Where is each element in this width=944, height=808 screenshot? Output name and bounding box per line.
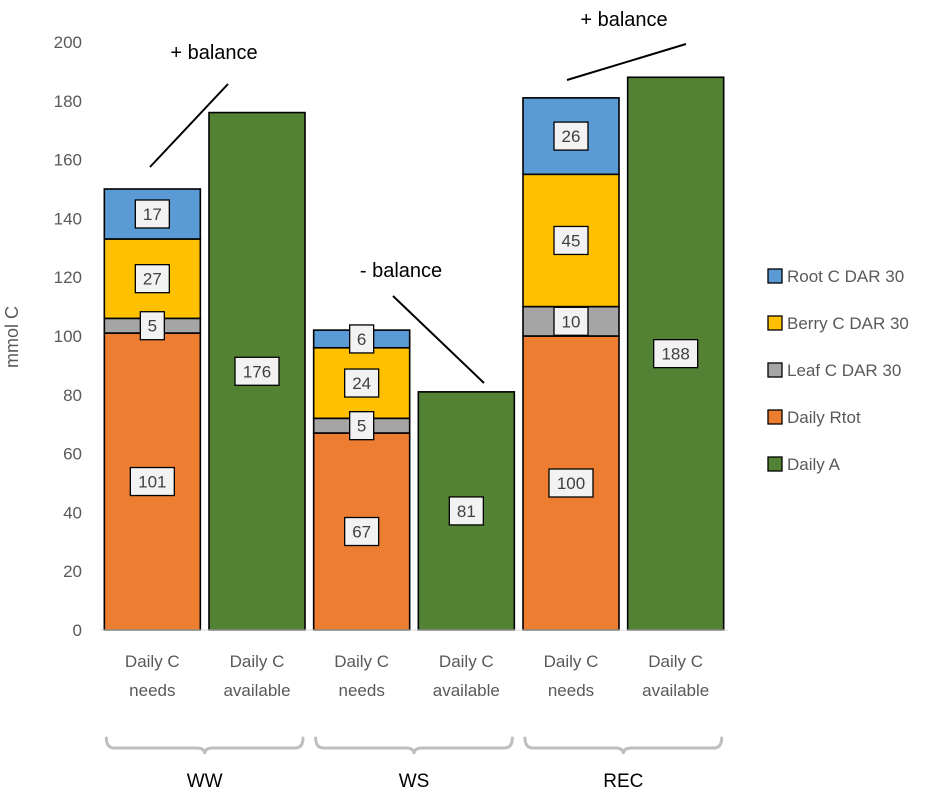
data-label: 27 [143, 270, 162, 289]
data-label: 17 [143, 205, 162, 224]
data-label-box [553, 225, 589, 256]
x-axis-category-labels: Daily C needs Daily C available Daily C needs… [125, 652, 709, 700]
data-label: 5 [357, 417, 366, 436]
bars: 101 5 27 17 176 67 5 24 6 81 100 10 45 26 188 [103, 76, 725, 631]
data-label: 101 [138, 473, 166, 492]
legend-label: Leaf C DAR 30 [787, 361, 901, 380]
data-label: 188 [661, 345, 689, 364]
y-tick-label: 100 [54, 327, 82, 346]
data-label: 10 [562, 312, 581, 331]
y-tick-label: 0 [73, 621, 82, 640]
category-label-line1: Daily C [648, 652, 703, 671]
balance-annotation: - balance [360, 260, 442, 282]
data-label-box [553, 121, 589, 151]
data-label: 26 [562, 127, 581, 146]
group-label: WS [399, 771, 430, 792]
data-label-box [344, 516, 380, 547]
annotation-line [392, 295, 485, 384]
category-label-line2: needs [129, 681, 175, 700]
category-label-line1: Daily C [334, 652, 389, 671]
y-tick-label: 160 [54, 151, 82, 170]
category-label-line2: available [642, 681, 709, 700]
data-label-box [134, 264, 170, 294]
legend-swatch [767, 315, 783, 331]
group-brackets: WW WS REC [104, 736, 724, 792]
category-label-line1: Daily C [125, 652, 180, 671]
y-axis-title: mmol C [2, 306, 22, 368]
data-label-box [448, 496, 484, 526]
category-label-line2: available [433, 681, 500, 700]
y-tick-label: 80 [63, 386, 82, 405]
legend: Root C DAR 30 Berry C DAR 30 Leaf C DAR 30… [767, 267, 909, 474]
legend-label: Daily Rtot [787, 408, 861, 427]
category-label-line1: Daily C [439, 652, 494, 671]
group-label: WW [187, 771, 223, 792]
data-label: 6 [357, 330, 366, 349]
data-label-box [653, 338, 699, 369]
y-tick-label: 140 [54, 209, 82, 228]
y-axis: 0 20 40 60 80 100 120 140 160 180 200 [54, 33, 82, 640]
data-label-box [234, 356, 280, 386]
group-bracket [314, 736, 514, 755]
y-tick-label: 120 [54, 268, 82, 287]
data-label-box [553, 306, 589, 336]
category-label-line1: Daily C [544, 652, 599, 671]
category-label-line2: available [223, 681, 290, 700]
legend-label: Root C DAR 30 [787, 267, 904, 286]
group-bracket [523, 736, 724, 755]
category-label-line2: needs [339, 681, 385, 700]
balance-annotation: + balance [580, 9, 667, 31]
legend-label: Daily A [787, 455, 841, 474]
data-label-box [344, 368, 380, 398]
category-label-line1: Daily C [230, 652, 285, 671]
data-label-box [134, 199, 170, 229]
balance-annotations: + balance - balance + balance [149, 9, 687, 384]
y-tick-label: 200 [54, 33, 82, 52]
data-label-box [139, 311, 165, 341]
legend-swatch [767, 268, 783, 284]
annotation-line [149, 83, 229, 168]
legend-label: Berry C DAR 30 [787, 314, 909, 333]
y-tick-label: 180 [54, 92, 82, 111]
balance-annotation: + balance [170, 42, 257, 64]
y-tick-label: 20 [63, 562, 82, 581]
category-label-line2: needs [548, 681, 594, 700]
data-label-box [548, 468, 594, 498]
legend-swatch [767, 456, 783, 472]
data-label: 24 [352, 374, 371, 393]
data-label: 100 [557, 474, 585, 493]
legend-swatch [767, 362, 783, 378]
group-bracket [104, 736, 305, 755]
data-label: 67 [352, 523, 371, 542]
y-tick-label: 60 [63, 445, 82, 464]
legend-swatch [767, 409, 783, 425]
data-label: 45 [562, 231, 581, 250]
group-label: REC [603, 771, 643, 792]
data-label: 81 [457, 502, 476, 521]
data-label-box [349, 411, 375, 441]
annotation-line [566, 43, 687, 81]
data-label: 176 [243, 362, 271, 381]
data-label: 5 [148, 317, 157, 336]
data-label-box [349, 324, 375, 354]
data-label-box [129, 466, 175, 497]
y-tick-label: 40 [63, 503, 82, 522]
